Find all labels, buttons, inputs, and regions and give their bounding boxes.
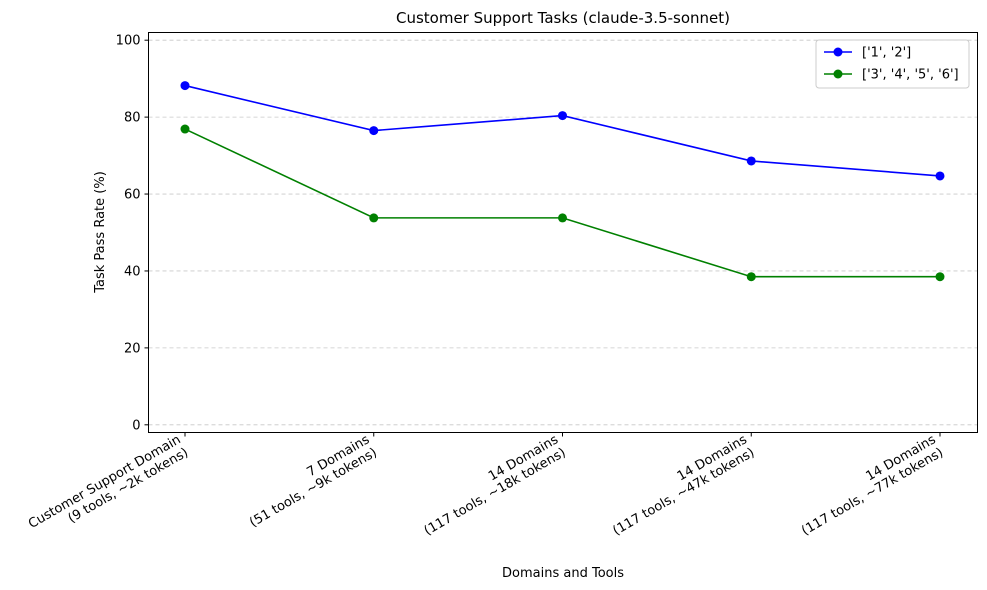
series-2-point [746,272,756,282]
legend-label-2: ['3', '4', '5', '6'] [862,68,959,83]
legend-label-1: ['1', '2'] [862,46,911,61]
x-axis-label: Domains and Tools [502,566,624,581]
legend-box [815,39,970,89]
series-1-point [935,171,945,181]
y-tick-label: 40 [124,264,141,279]
y-tick-label: 100 [116,34,141,49]
y-axis-label: Task Pass Rate (%) [93,171,108,294]
legend-marker-1 [833,47,843,57]
series-2-point [369,213,379,223]
series-2-point [180,124,190,134]
series-1-point [369,126,379,136]
y-tick-label: 80 [124,111,141,126]
series-1-point [558,111,567,121]
series-layer [180,81,945,282]
y-axis: 0 20 40 60 80 100 [116,34,149,433]
y-tick-label: 60 [124,188,141,203]
series-2-point [558,213,567,223]
legend-marker-2 [833,69,843,79]
chart-title: Customer Support Tasks (claude-3.5-sonne… [396,9,730,27]
y-tick-label: 0 [132,418,140,433]
series-2-point [935,272,945,282]
legend: ['1', '2'] ['3', '4', '5', '6'] [815,39,970,89]
series-1-point [180,81,190,91]
series-1-point [746,156,756,166]
y-tick-label: 20 [124,341,141,356]
